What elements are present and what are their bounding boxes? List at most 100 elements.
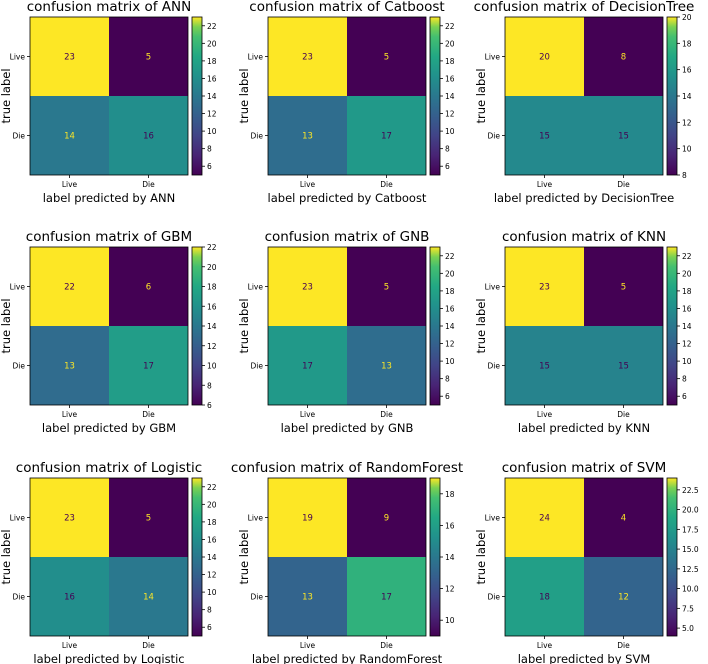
matrix-cell: [347, 247, 426, 326]
matrix-cell: [347, 557, 426, 636]
y-axis-label: true label: [474, 68, 488, 123]
colorbar-tick-label: 20: [207, 39, 217, 48]
matrix-cell: [268, 557, 347, 636]
x-tick-label: Die: [142, 410, 155, 419]
colorbar-tick-label: 6: [445, 392, 450, 401]
matrix-cell: [347, 96, 426, 175]
x-axis-label: label predicted by DecisionTree: [494, 191, 674, 205]
y-axis-label: true label: [0, 298, 13, 353]
colorbar-tick-label: 6: [207, 401, 212, 410]
colorbar-tick-label: 10: [445, 616, 455, 625]
x-tick-label: Die: [617, 410, 630, 419]
cell-value: 17: [381, 132, 392, 142]
colorbar-tick-label: 22: [682, 252, 692, 261]
cell-value: 17: [381, 593, 392, 603]
cell-value: 6: [146, 283, 151, 293]
matrix-frame: [504, 16, 664, 176]
colorbar-tick-label: 12: [207, 342, 217, 351]
cell-value: 23: [302, 283, 313, 293]
x-axis-label: label predicted by SVM: [518, 652, 651, 664]
colorbar-tick-label: 16: [445, 74, 455, 83]
x-axis-label: label predicted by KNN: [518, 421, 650, 435]
x-tick-label: Die: [380, 641, 393, 650]
colorbar-tick-label: 20: [682, 269, 692, 278]
x-tick-label: Live: [62, 410, 78, 419]
colorbar-tick-label: 20: [445, 39, 455, 48]
matrix-cell: [109, 326, 188, 405]
matrix-cell: [268, 247, 347, 326]
matrix-cell: [30, 247, 109, 326]
colorbar: [429, 16, 441, 176]
cell-value: 13: [64, 362, 75, 372]
cell-value: 16: [64, 593, 75, 603]
matrix-cell: [109, 96, 188, 175]
matrix-cell: [30, 96, 109, 175]
y-tick-label: Die: [13, 593, 26, 602]
x-tick-label: Die: [380, 410, 393, 419]
colorbar-tick-label: 8: [445, 375, 450, 384]
matrix-cell: [584, 247, 663, 326]
y-tick-label: Live: [248, 283, 264, 292]
colorbar-tick-label: 18: [207, 283, 217, 292]
colorbar-tick-label: 18: [207, 518, 217, 527]
matrix-cell: [505, 247, 584, 326]
x-tick-label: Die: [617, 180, 630, 189]
cell-value: 23: [64, 514, 75, 524]
colorbar: [191, 16, 203, 176]
y-axis-label: true label: [237, 298, 251, 353]
y-tick-label: Die: [13, 132, 26, 141]
confusion-matrix-panel: confusion matrix of DecisionTree true lab…: [474, 0, 695, 205]
colorbar-tick-label: 10: [445, 127, 455, 136]
matrix-frame: [29, 16, 189, 176]
colorbar-tick-label: 6: [207, 623, 212, 632]
cell-value: 5: [384, 283, 389, 293]
colorbar-tick-label: 18: [207, 57, 217, 66]
x-tick-label: Live: [62, 180, 78, 189]
matrix-cell: [109, 247, 188, 326]
cell-value: 9: [384, 514, 389, 524]
cell-value: 5: [146, 53, 151, 63]
colorbar-tick-label: 16: [682, 304, 692, 313]
colorbar-tick-label: 12.5: [682, 565, 699, 574]
matrix-cell: [347, 326, 426, 405]
colorbar-tick-label: 20: [682, 13, 692, 22]
colorbar-tick-label: 22: [207, 22, 217, 31]
colorbar-tick-label: 14: [207, 322, 217, 331]
colorbar: [666, 246, 678, 406]
y-axis-label: true label: [0, 529, 13, 584]
confusion-matrix-panel: confusion matrix of Catboost true label 23…: [237, 0, 455, 205]
x-tick-label: Live: [537, 180, 553, 189]
y-tick-label: Die: [488, 362, 501, 371]
colorbar-tick-label: 8: [207, 145, 212, 154]
x-tick-label: Live: [62, 641, 78, 650]
confusion-matrix-panel: confusion matrix of SVM true label 24 4 18 12…: [474, 460, 699, 664]
matrix-cell: [505, 557, 584, 636]
colorbar-tick-label: 12: [682, 118, 692, 127]
matrix-cell: [347, 17, 426, 96]
matrix-cell: [268, 326, 347, 405]
colorbar-tick-label: 18: [445, 287, 455, 296]
colorbar: [191, 477, 203, 637]
cell-value: 5: [146, 514, 151, 524]
cell-value: 4: [621, 514, 626, 524]
y-tick-label: Live: [10, 514, 26, 523]
cell-value: 13: [302, 132, 313, 142]
colorbar-tick-label: 12: [207, 571, 217, 580]
matrix-cell: [268, 17, 347, 96]
y-tick-label: Live: [248, 53, 264, 62]
colorbar-tick-label: 10: [207, 362, 217, 371]
matrix-cell: [30, 478, 109, 557]
colorbar-tick-label: 8: [682, 375, 687, 384]
matrix-cell: [505, 96, 584, 175]
cell-value: 14: [64, 132, 75, 142]
colorbar: [666, 477, 678, 637]
colorbar-tick-label: 12: [445, 585, 455, 594]
chart-title: confusion matrix of KNN: [502, 229, 666, 245]
colorbar-tick-label: 6: [207, 162, 212, 171]
x-tick-label: Live: [300, 641, 316, 650]
colorbar: [429, 477, 441, 637]
matrix-cell: [505, 17, 584, 96]
chart-title: confusion matrix of SVM: [502, 460, 667, 476]
colorbar-tick-label: 20.0: [682, 506, 699, 515]
x-axis-label: label predicted by Catboost: [268, 191, 427, 205]
